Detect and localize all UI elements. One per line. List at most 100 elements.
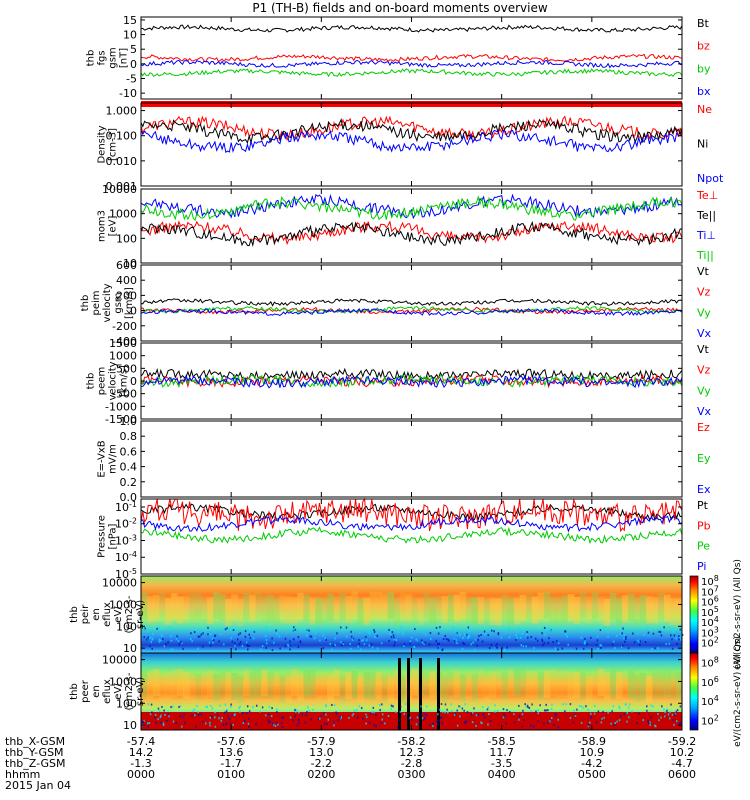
spectrogram-speck bbox=[308, 709, 311, 712]
spectrogram-cell bbox=[267, 671, 274, 699]
spectrogram-speck bbox=[216, 713, 219, 716]
spectrogram-cell bbox=[615, 671, 623, 699]
spectrogram-speck bbox=[621, 632, 623, 635]
spectrogram-speck bbox=[672, 630, 675, 633]
spectrogram-cell bbox=[195, 673, 202, 701]
spectrogram-speck bbox=[273, 641, 275, 644]
spectrogram-speck bbox=[233, 714, 236, 717]
spectrogram-speck bbox=[531, 703, 533, 706]
spectrogram-cell bbox=[147, 596, 154, 624]
spectrogram-speck bbox=[237, 633, 240, 636]
spectrogram-speck bbox=[205, 630, 207, 633]
spectrogram-speck bbox=[331, 648, 333, 651]
spectrogram-speck bbox=[500, 636, 503, 639]
spectrogram-gap bbox=[419, 658, 422, 730]
spectrogram-speck bbox=[626, 720, 628, 723]
spectrogram-speck bbox=[248, 633, 250, 636]
legend-ey: Ey bbox=[697, 452, 711, 465]
spectrogram-speck bbox=[170, 648, 172, 651]
spectrogram-speck bbox=[620, 714, 622, 717]
spectrogram-speck bbox=[435, 640, 438, 643]
spectrogram-speck bbox=[444, 711, 446, 714]
spectrogram-cell bbox=[561, 595, 569, 623]
spectrogram-speck bbox=[399, 705, 402, 708]
spectrogram-speck bbox=[202, 720, 204, 723]
spectrogram-speck bbox=[463, 709, 465, 712]
spectrogram-cell bbox=[243, 592, 250, 620]
spectrogram-speck bbox=[374, 635, 376, 638]
spectrogram-speck bbox=[379, 709, 381, 712]
spectrogram-cell bbox=[441, 675, 449, 703]
spectrogram-speck bbox=[179, 715, 182, 718]
series-ne-line bbox=[140, 115, 683, 142]
spectrogram-speck bbox=[625, 703, 627, 706]
spectrogram-cell bbox=[297, 592, 304, 620]
spectrogram-speck bbox=[554, 647, 557, 650]
spectrogram-speck bbox=[163, 709, 165, 712]
spectrogram-speck bbox=[502, 708, 505, 711]
spectrogram-speck bbox=[351, 714, 354, 717]
spectrogram-speck bbox=[679, 705, 682, 708]
spectrogram-speck bbox=[664, 711, 666, 714]
y-tick-label: 0 bbox=[130, 375, 137, 388]
y-axis-label: peim bbox=[91, 290, 102, 315]
colorbar-tick-label: 106 bbox=[701, 675, 719, 689]
spectrogram-speck bbox=[170, 635, 172, 638]
spectrogram-speck bbox=[355, 708, 358, 711]
spectrogram-speck bbox=[424, 633, 427, 636]
spectrogram-speck bbox=[415, 638, 417, 641]
spectrogram-speck bbox=[633, 641, 636, 644]
time-axis-value: 0400 bbox=[488, 768, 516, 781]
spectrogram-speck bbox=[230, 637, 233, 640]
spectrogram-speck bbox=[462, 641, 464, 644]
spectrogram-speck bbox=[147, 703, 150, 706]
legend-ti: Ti⊥ bbox=[696, 229, 716, 242]
spectrogram-cell bbox=[417, 598, 425, 626]
spectrogram-cell bbox=[495, 669, 503, 697]
spectrogram-speck bbox=[532, 725, 535, 728]
time-axis-value: -58.5 bbox=[487, 735, 515, 748]
spectrogram-speck bbox=[308, 629, 310, 632]
spectrogram-speck bbox=[289, 716, 292, 719]
y-axis-label: [cm-3] bbox=[108, 128, 119, 161]
series-pb-line bbox=[140, 497, 683, 533]
spectrogram-speck bbox=[157, 707, 160, 710]
spectrogram-speck bbox=[254, 629, 256, 632]
y-tick-label: 100 bbox=[116, 620, 137, 633]
spectrogram-speck bbox=[447, 711, 449, 714]
spectrogram-cell bbox=[657, 671, 665, 699]
spectrogram-speck bbox=[151, 633, 154, 636]
spectrogram-speck bbox=[362, 639, 364, 642]
legend-bt: Bt bbox=[697, 17, 710, 30]
spectrogram-speck bbox=[411, 636, 413, 639]
spectrogram-speck bbox=[438, 719, 440, 722]
spectrogram-speck bbox=[545, 628, 547, 631]
time-axis-value: -57.9 bbox=[307, 735, 335, 748]
spectrogram-speck bbox=[556, 628, 558, 631]
y-tick-label: 400 bbox=[116, 274, 137, 287]
spectrogram-speck bbox=[399, 626, 402, 629]
spectrogram-cell bbox=[579, 671, 587, 699]
spectrogram-speck bbox=[446, 708, 448, 711]
colorbar-label: eV/(cm2-s-sr-eV) (All Qs) bbox=[733, 559, 743, 670]
spectrogram-speck bbox=[143, 719, 145, 722]
spectrogram-speck bbox=[155, 721, 157, 724]
spectrogram-speck bbox=[671, 638, 673, 641]
spectrogram-speck bbox=[648, 722, 650, 725]
spectrogram-speck bbox=[437, 646, 440, 649]
spectrogram-cell bbox=[357, 674, 364, 702]
y-axis-label: eV/ bbox=[113, 606, 124, 623]
spectrogram-speck bbox=[408, 718, 410, 721]
spectrogram-speck bbox=[668, 626, 671, 629]
spectrogram-speck bbox=[333, 724, 335, 727]
series-bz-line bbox=[140, 53, 683, 63]
spectrogram-speck bbox=[464, 633, 466, 636]
spectrogram-speck bbox=[536, 639, 539, 642]
spectrogram-speck bbox=[438, 642, 440, 645]
spectrogram-speck bbox=[448, 639, 450, 642]
spectrogram-speck bbox=[398, 719, 401, 722]
spectrogram-cell bbox=[627, 593, 635, 621]
spectrogram-cell bbox=[531, 671, 539, 698]
legend-pb: Pb bbox=[697, 519, 711, 532]
spectrogram-speck bbox=[623, 712, 626, 715]
